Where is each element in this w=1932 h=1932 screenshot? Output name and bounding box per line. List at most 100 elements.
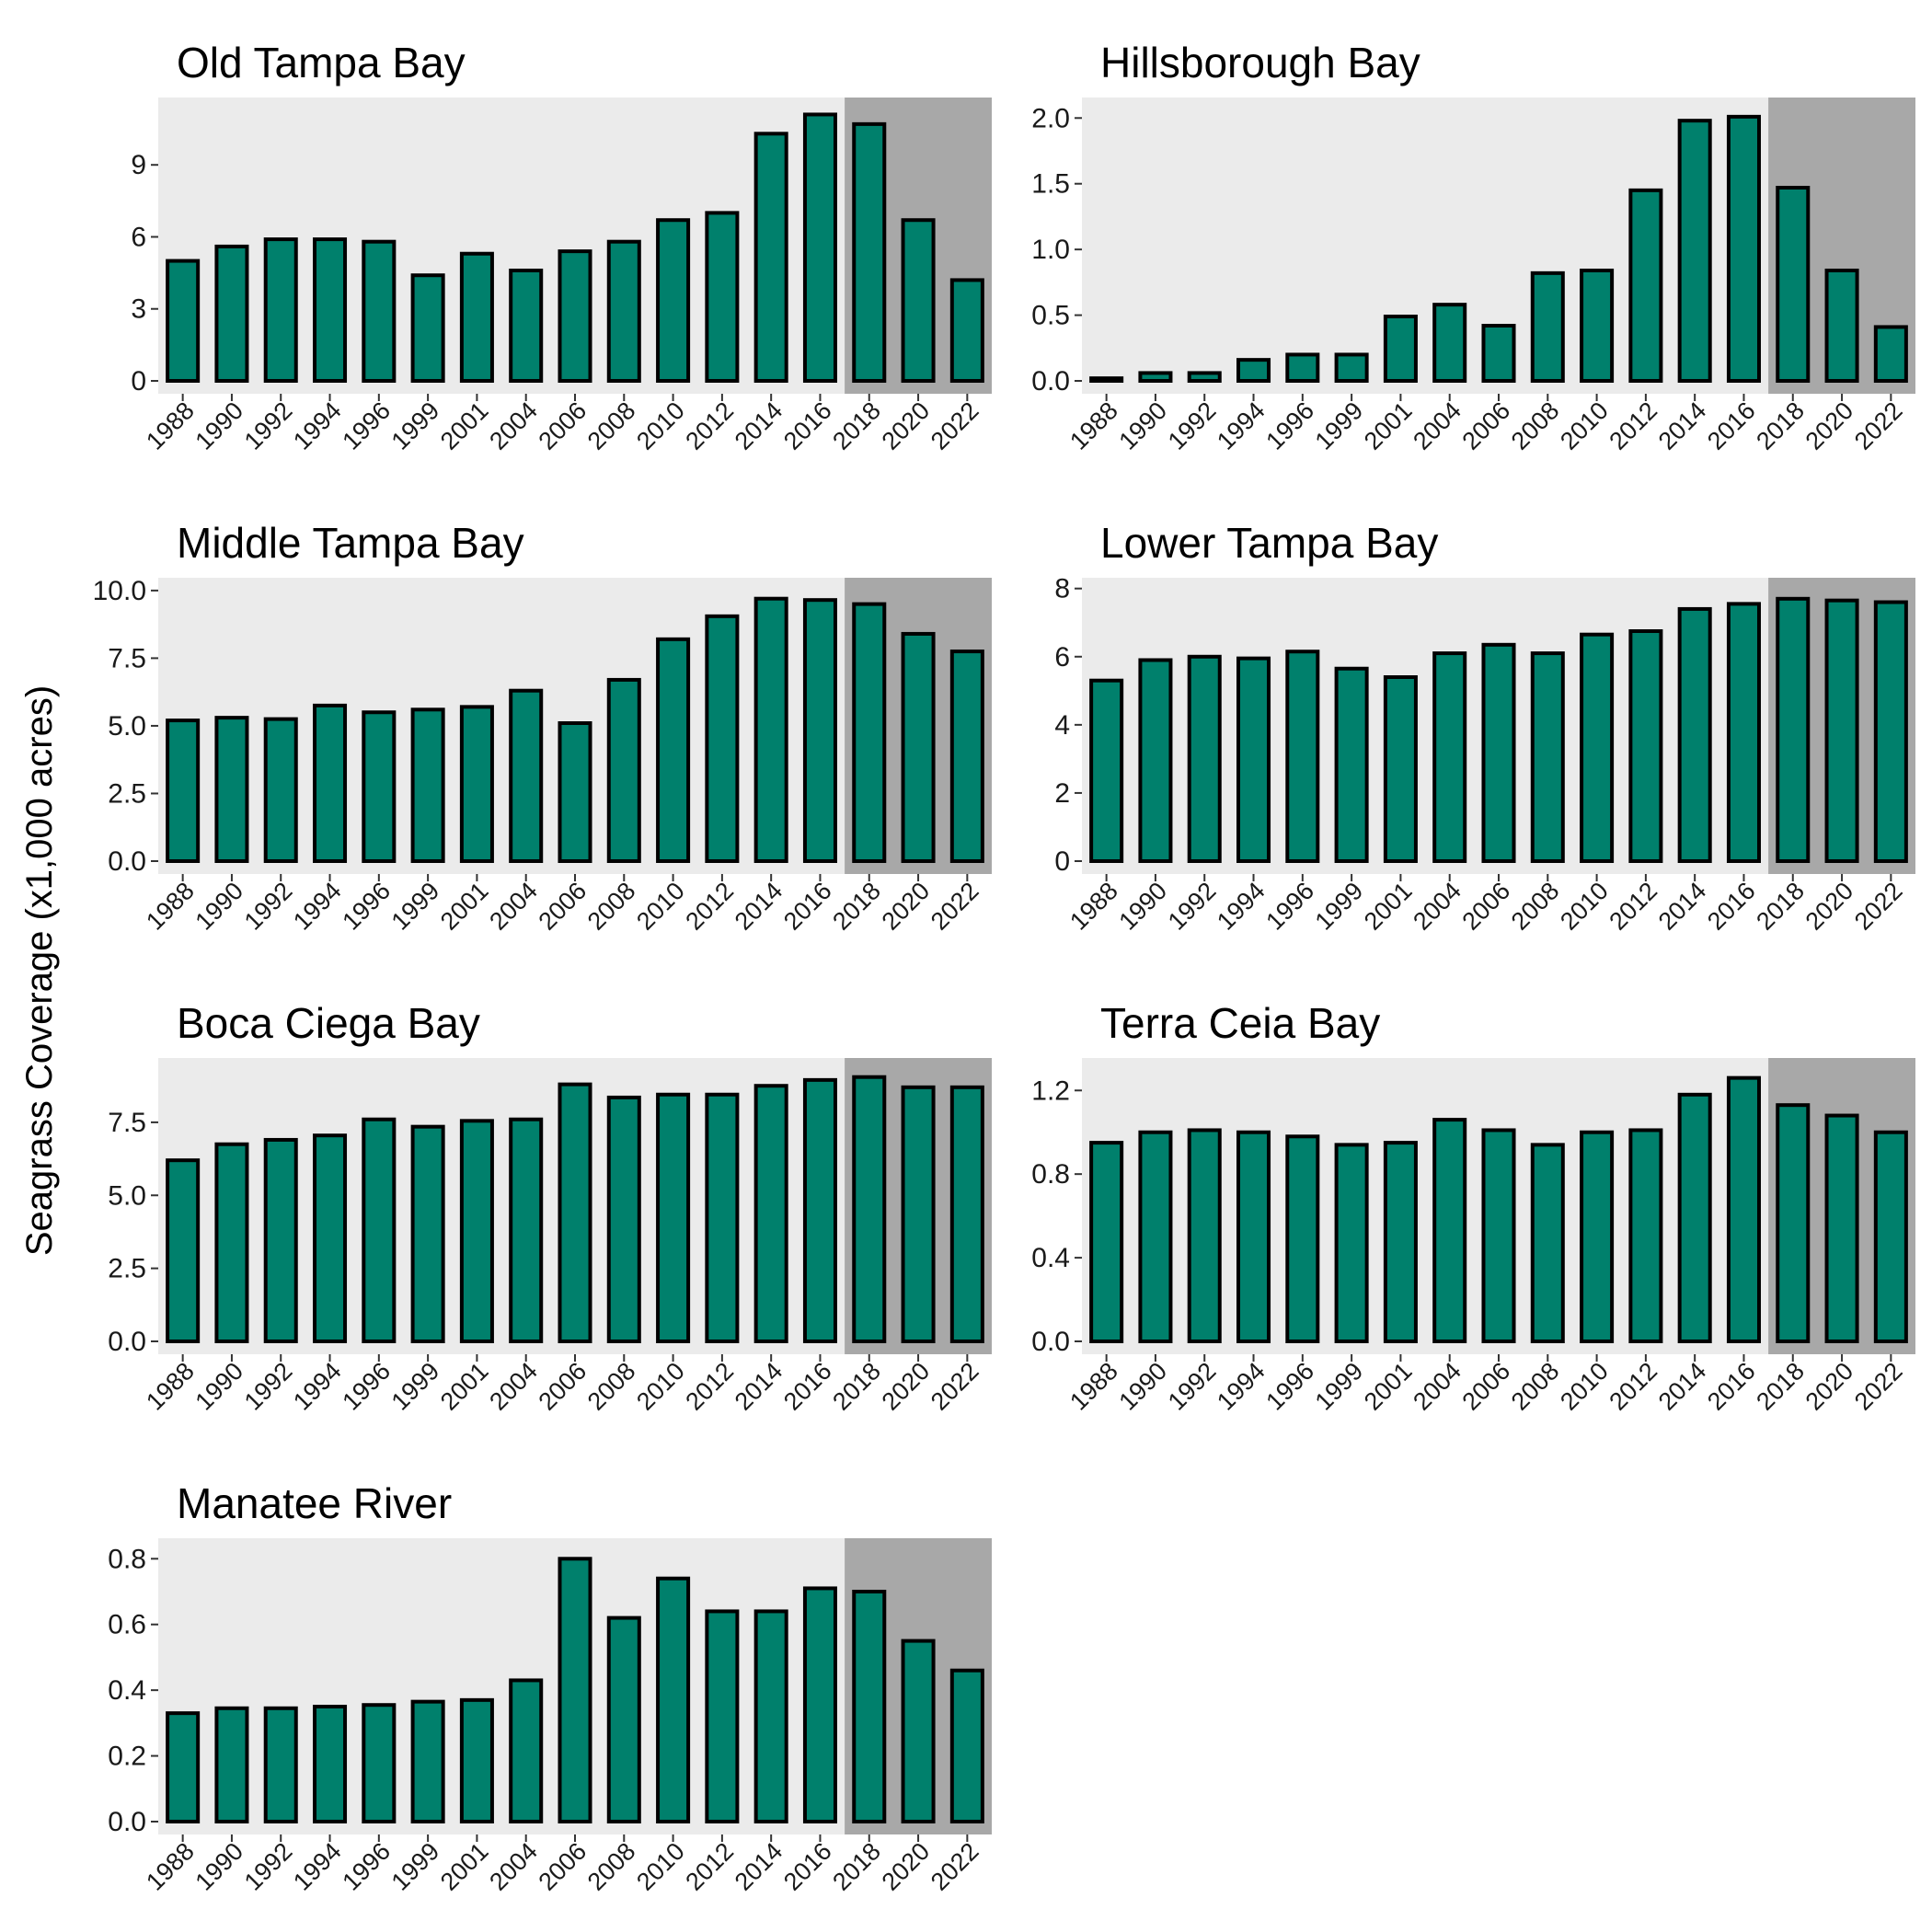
bar-2022	[1873, 600, 1908, 863]
bar-2022	[1873, 325, 1908, 383]
bar-2004	[1432, 303, 1467, 383]
x-tick-label: 2006	[534, 1837, 592, 1896]
x-tick-label: 2020	[877, 1357, 936, 1416]
x-tick-label: 2010	[1555, 877, 1614, 936]
bar-1996	[1285, 352, 1320, 383]
bar-2010	[1580, 1130, 1615, 1344]
y-axis-label: Seagrass Coverage (x1,000 acres)	[19, 685, 60, 1256]
x-tick-label: 1999	[386, 877, 445, 936]
bar-2016	[802, 1077, 837, 1344]
bar-2012	[705, 1092, 740, 1343]
x-tick-label: 2006	[1457, 1357, 1516, 1416]
y-tick-label: 0.0	[108, 1327, 146, 1357]
x-tick-label: 2004	[1408, 1357, 1466, 1416]
x-tick-label: 2012	[1604, 877, 1662, 936]
x-tick-label: 1990	[190, 397, 248, 455]
bar-2018	[852, 121, 887, 383]
y-tick-label: 0.4	[108, 1675, 146, 1706]
bar-1996	[362, 1117, 397, 1343]
bar-2014	[1677, 1092, 1712, 1344]
bar-2001	[1383, 1141, 1418, 1344]
bar-2018	[852, 1590, 887, 1823]
x-tick-label: 1999	[1310, 397, 1369, 455]
bar-2014	[753, 1084, 788, 1343]
x-tick-label: 2020	[877, 877, 936, 936]
x-tick-label: 1990	[190, 1837, 248, 1896]
x-tick-label: 2018	[1751, 877, 1810, 936]
bar-1988	[1089, 678, 1124, 863]
bar-2016	[1726, 114, 1761, 383]
y-tick-label: 2.0	[1031, 103, 1070, 133]
x-tick-label: 1994	[1212, 1357, 1271, 1416]
bar-1988	[166, 1158, 201, 1343]
x-tick-label: 2012	[680, 1837, 739, 1896]
bar-1990	[214, 244, 249, 384]
bar-1994	[313, 237, 348, 383]
x-tick-label: 1992	[239, 877, 298, 936]
y-tick-label: 3	[131, 294, 146, 325]
bar-2010	[656, 1576, 691, 1823]
x-tick-label: 2014	[1653, 1357, 1712, 1416]
x-tick-label: 2022	[926, 1357, 984, 1416]
x-tick-label: 2020	[1800, 397, 1859, 455]
x-tick-label: 2001	[1359, 397, 1418, 455]
bar-1988	[1089, 376, 1124, 383]
bar-2014	[753, 132, 788, 383]
bar-2012	[1628, 1128, 1663, 1344]
x-tick-label: 2022	[926, 397, 984, 455]
y-tick-label: 6	[131, 222, 146, 252]
bar-2016	[802, 598, 837, 863]
x-tick-label: 1996	[1260, 877, 1319, 936]
bar-2001	[459, 251, 494, 383]
x-tick-label: 1994	[1212, 397, 1271, 455]
bar-1999	[410, 707, 445, 864]
bar-2012	[705, 1609, 740, 1824]
bar-2010	[656, 1092, 691, 1343]
x-tick-label: 2001	[435, 397, 494, 455]
x-tick-label: 2004	[484, 1357, 543, 1416]
x-tick-label: 2018	[1751, 1357, 1810, 1416]
panel-terra-ceia-bay: Terra Ceia Bay0.00.40.81.219881990199219…	[1031, 999, 1915, 1416]
x-tick-label: 2004	[484, 1837, 543, 1896]
y-tick-label: 1.5	[1031, 169, 1070, 200]
x-tick-label: 2022	[1849, 1357, 1908, 1416]
bar-1994	[1236, 656, 1271, 864]
x-tick-label: 2012	[680, 1357, 739, 1416]
x-tick-label: 2016	[778, 397, 837, 455]
x-tick-label: 2008	[582, 397, 641, 455]
bar-1999	[1334, 1143, 1369, 1344]
bar-1992	[263, 1706, 298, 1824]
x-tick-label: 2010	[631, 397, 690, 455]
y-tick-label: 7.5	[108, 643, 146, 673]
x-tick-label: 1992	[239, 1357, 298, 1416]
x-tick-label: 2010	[631, 877, 690, 936]
x-tick-label: 2018	[827, 877, 886, 936]
bar-2022	[949, 278, 984, 383]
x-tick-label: 2004	[484, 877, 543, 936]
bar-2020	[901, 218, 936, 383]
x-tick-label: 2004	[1408, 877, 1466, 936]
bar-2016	[1726, 602, 1761, 863]
x-tick-label: 1988	[1064, 1357, 1123, 1416]
panel-middle-tampa-bay: Middle Tampa Bay 0.0 2.5 5.0 7.5 10.0 19881990…	[93, 519, 992, 936]
bar-1994	[313, 703, 348, 863]
x-tick-label: 2006	[534, 877, 592, 936]
bar-2001	[459, 1119, 494, 1344]
panel-title: Middle Tampa Bay	[177, 519, 524, 567]
x-tick-label: 2014	[730, 397, 788, 455]
x-tick-label: 2018	[827, 1357, 886, 1416]
bar-2001	[1383, 315, 1418, 383]
bar-1988	[166, 719, 201, 864]
y-tick-label: 9	[131, 150, 146, 180]
bar-2006	[558, 721, 592, 863]
bar-2014	[753, 1609, 788, 1824]
bar-2016	[802, 1586, 837, 1824]
panel-title: Boca Ciega Bay	[177, 999, 480, 1047]
x-tick-label: 1988	[141, 397, 200, 455]
bar-2018	[1776, 596, 1811, 863]
x-tick-label: 1999	[1310, 877, 1369, 936]
x-tick-label: 1992	[1163, 877, 1222, 936]
x-tick-label: 2020	[1800, 1357, 1859, 1416]
x-tick-label: 2020	[877, 397, 936, 455]
